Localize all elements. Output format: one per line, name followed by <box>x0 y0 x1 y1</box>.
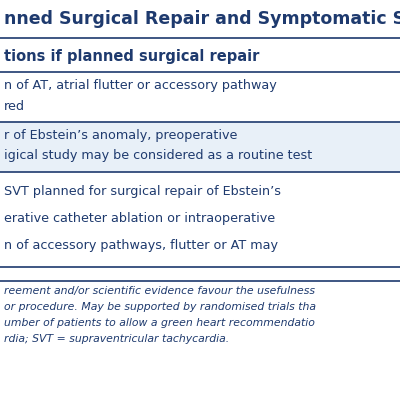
Text: umber of patients to allow a green heart recommendatio: umber of patients to allow a green heart… <box>4 318 315 328</box>
Text: rdia; SVT = supraventricular tachycardia.: rdia; SVT = supraventricular tachycardia… <box>4 334 229 344</box>
Bar <box>0 72 400 122</box>
Text: reement and/or scientific evidence favour the usefulness: reement and/or scientific evidence favou… <box>4 286 315 296</box>
Text: n of accessory pathways, flutter or AT may: n of accessory pathways, flutter or AT m… <box>4 239 278 252</box>
Text: tions if planned surgical repair: tions if planned surgical repair <box>4 50 259 64</box>
Text: SVT planned for surgical repair of Ebstein’s: SVT planned for surgical repair of Ebste… <box>4 184 281 198</box>
Bar <box>0 0 400 38</box>
Bar <box>0 172 400 267</box>
Text: nned Surgical Repair and Symptomatic SVT: nned Surgical Repair and Symptomatic SVT <box>4 10 400 28</box>
Text: r of Ebstein’s anomaly, preoperative: r of Ebstein’s anomaly, preoperative <box>4 130 237 142</box>
Text: igical study may be considered as a routine test: igical study may be considered as a rout… <box>4 150 312 162</box>
Bar <box>0 281 400 349</box>
Text: red: red <box>4 100 25 112</box>
Text: or procedure. May be supported by randomised trials tha: or procedure. May be supported by random… <box>4 302 316 312</box>
Bar <box>0 122 400 172</box>
Text: erative catheter ablation or intraoperative: erative catheter ablation or intraoperat… <box>4 212 275 225</box>
Text: n of AT, atrial flutter or accessory pathway: n of AT, atrial flutter or accessory pat… <box>4 80 277 92</box>
Bar <box>0 42 400 72</box>
